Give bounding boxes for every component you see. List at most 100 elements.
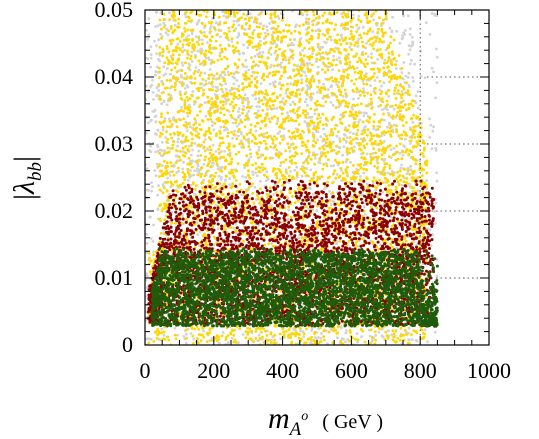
scatter-point xyxy=(339,339,343,343)
scatter-point xyxy=(217,174,221,178)
scatter-point xyxy=(245,21,248,25)
scatter-point xyxy=(196,233,200,237)
scatter-point xyxy=(166,172,170,175)
scatter-point xyxy=(248,148,252,152)
scatter-point xyxy=(169,94,173,97)
scatter-point xyxy=(337,80,341,84)
scatter-point xyxy=(373,79,377,82)
scatter-point xyxy=(294,161,297,165)
scatter-point xyxy=(226,153,230,156)
scatter-point xyxy=(391,245,394,249)
scatter-point xyxy=(361,151,365,155)
scatter-point xyxy=(309,168,313,172)
scatter-point xyxy=(308,58,311,61)
scatter-point xyxy=(193,214,197,218)
scatter-point xyxy=(182,38,186,42)
scatter-point xyxy=(152,110,156,113)
scatter-point xyxy=(261,153,265,157)
scatter-point xyxy=(425,179,428,183)
scatter-point xyxy=(224,178,228,182)
scatter-point xyxy=(345,170,348,174)
scatter-point xyxy=(168,120,172,123)
scatter-point xyxy=(389,41,392,45)
scatter-point xyxy=(267,117,271,121)
scatter-point xyxy=(338,60,342,63)
scatter-point xyxy=(247,77,251,80)
scatter-point xyxy=(383,133,386,137)
scatter-point xyxy=(361,79,365,83)
scatter-point xyxy=(376,161,380,165)
scatter-point xyxy=(334,177,338,180)
scatter-point xyxy=(395,185,398,189)
scatter-point xyxy=(235,124,239,128)
scatter-point xyxy=(365,176,368,180)
scatter-point xyxy=(190,144,193,147)
scatter-point xyxy=(396,106,400,110)
scatter-point xyxy=(213,122,217,125)
scatter-point xyxy=(393,171,396,175)
scatter-point xyxy=(280,61,283,65)
scatter-point xyxy=(263,31,267,35)
scatter-point xyxy=(248,27,251,30)
scatter-point xyxy=(185,336,188,340)
scatter-point xyxy=(155,162,159,166)
scatter-point xyxy=(355,332,359,335)
scatter-point xyxy=(411,76,415,79)
scatter-point xyxy=(166,67,169,70)
scatter-point xyxy=(318,48,322,51)
scatter-point xyxy=(419,75,423,78)
scatter-point xyxy=(289,76,292,80)
scatter-point xyxy=(306,104,309,107)
scatter-point xyxy=(272,193,276,196)
scatter-point xyxy=(349,25,353,29)
scatter-point xyxy=(176,144,180,148)
scatter-point xyxy=(244,17,248,21)
scatter-point xyxy=(156,149,160,153)
scatter-point xyxy=(434,96,437,100)
scatter-point xyxy=(404,74,408,78)
scatter-point xyxy=(392,146,396,150)
scatter-point xyxy=(269,40,273,44)
scatter-point xyxy=(334,123,338,127)
scatter-point xyxy=(297,88,301,91)
scatter-point xyxy=(146,38,150,41)
scatter-point xyxy=(361,53,364,56)
scatter-point xyxy=(162,228,166,232)
scatter-point xyxy=(268,22,272,25)
scatter-point xyxy=(154,120,158,124)
scatter-point xyxy=(241,63,245,66)
scatter-point xyxy=(398,83,402,87)
scatter-point xyxy=(365,32,369,36)
scatter-point xyxy=(357,120,361,124)
scatter-point xyxy=(430,66,434,70)
scatter-point xyxy=(363,213,367,216)
scatter-point xyxy=(224,98,228,101)
scatter-point xyxy=(241,239,245,243)
scatter-point xyxy=(373,91,377,95)
scatter-point xyxy=(272,31,276,35)
scatter-point xyxy=(158,23,162,26)
scatter-point xyxy=(340,12,343,16)
scatter-point xyxy=(339,325,343,328)
scatter-point xyxy=(388,172,392,176)
scatter-point xyxy=(268,186,272,190)
scatter-point xyxy=(404,29,407,32)
scatter-point xyxy=(398,92,401,96)
scatter-point xyxy=(208,145,212,149)
scatter-point xyxy=(345,329,348,333)
scatter-point xyxy=(373,72,376,75)
scatter-point xyxy=(337,85,340,89)
scatter-point xyxy=(401,174,405,178)
scatter-point xyxy=(188,64,192,67)
scatter-point xyxy=(263,167,267,171)
scatter-point xyxy=(269,332,273,336)
scatter-point xyxy=(245,106,249,109)
scatter-point xyxy=(186,114,190,118)
scatter-point xyxy=(292,147,296,150)
scatter-point xyxy=(221,70,225,74)
scatter-point xyxy=(155,10,159,14)
scatter-point xyxy=(222,125,226,129)
scatter-point xyxy=(316,138,319,142)
scatter-point xyxy=(145,242,149,245)
scatter-point xyxy=(251,182,254,186)
